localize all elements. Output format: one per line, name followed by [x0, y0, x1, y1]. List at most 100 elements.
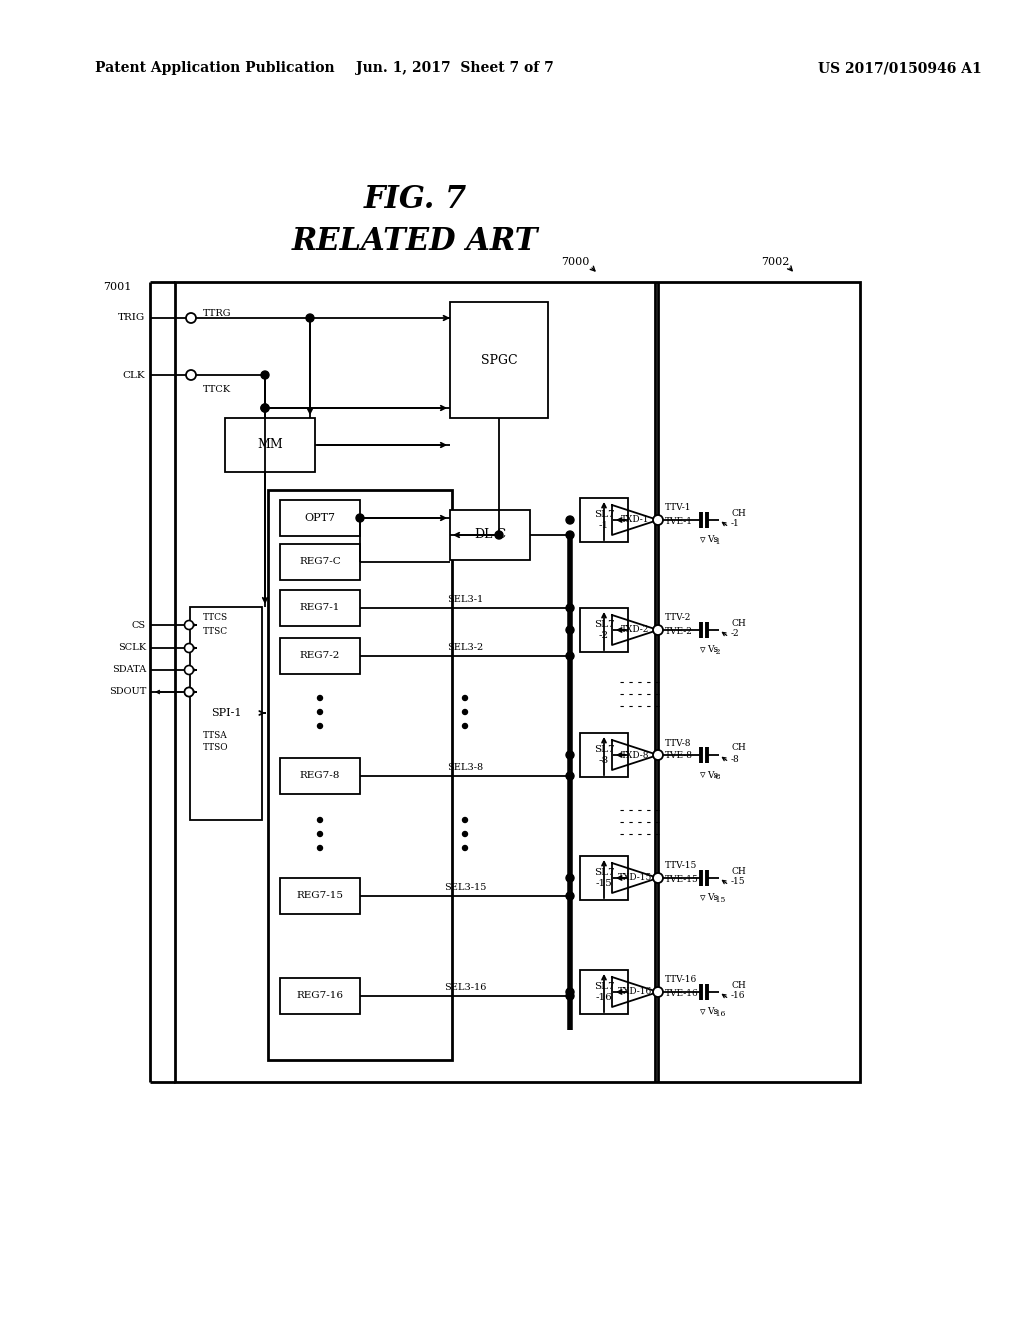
Circle shape — [261, 404, 269, 412]
Circle shape — [653, 515, 663, 525]
Text: TTV-16: TTV-16 — [665, 975, 697, 985]
Text: DL-C: DL-C — [474, 528, 506, 541]
Text: TVE-16: TVE-16 — [665, 989, 698, 998]
Text: TXD-1: TXD-1 — [621, 516, 649, 524]
Text: -8: -8 — [731, 755, 739, 763]
Text: CH: CH — [731, 866, 745, 875]
Circle shape — [463, 832, 468, 837]
Circle shape — [317, 723, 323, 729]
Circle shape — [463, 817, 468, 822]
Text: $\triangledown$: $\triangledown$ — [699, 645, 707, 655]
Text: TXD-2: TXD-2 — [621, 626, 649, 635]
Circle shape — [653, 987, 663, 997]
Text: US 2017/0150946 A1: US 2017/0150946 A1 — [818, 61, 982, 75]
Text: TRIG: TRIG — [118, 314, 145, 322]
Text: CH: CH — [731, 743, 745, 752]
Bar — [280, 878, 360, 913]
Bar — [580, 498, 628, 543]
Circle shape — [463, 846, 468, 850]
Circle shape — [566, 751, 574, 759]
Text: TVE-15: TVE-15 — [665, 874, 698, 883]
Text: MM: MM — [257, 438, 283, 451]
Circle shape — [306, 314, 314, 322]
Text: -15: -15 — [731, 878, 745, 887]
Text: SL7
-8: SL7 -8 — [594, 746, 614, 764]
Text: TVE-8: TVE-8 — [665, 751, 693, 760]
Circle shape — [463, 696, 468, 701]
Text: SPI-1: SPI-1 — [211, 708, 242, 718]
Text: Jun. 1, 2017  Sheet 7 of 7: Jun. 1, 2017 Sheet 7 of 7 — [356, 61, 554, 75]
Circle shape — [495, 531, 503, 539]
Text: CS: CS — [132, 620, 146, 630]
Circle shape — [463, 723, 468, 729]
Text: Vs: Vs — [707, 1007, 718, 1016]
Text: SL7
-15: SL7 -15 — [594, 869, 614, 887]
Text: TTRG: TTRG — [203, 309, 231, 318]
Text: CH: CH — [731, 981, 745, 990]
Text: $\triangledown$: $\triangledown$ — [699, 1007, 707, 1016]
Text: FIG. 7: FIG. 7 — [364, 185, 467, 215]
Text: $\triangledown$: $\triangledown$ — [699, 535, 707, 545]
Circle shape — [317, 696, 323, 701]
Text: -1: -1 — [714, 539, 722, 546]
Circle shape — [566, 772, 574, 780]
Circle shape — [317, 817, 323, 822]
Text: CH: CH — [731, 619, 745, 627]
Circle shape — [566, 516, 574, 524]
Text: TVE-1: TVE-1 — [665, 516, 693, 525]
Bar — [280, 758, 360, 795]
Text: TVE-2: TVE-2 — [665, 627, 693, 635]
Circle shape — [317, 832, 323, 837]
Text: TTV-15: TTV-15 — [665, 862, 697, 870]
Text: CH: CH — [731, 508, 745, 517]
Circle shape — [566, 531, 574, 539]
Text: REG7-15: REG7-15 — [297, 891, 343, 900]
Text: TXD-8: TXD-8 — [621, 751, 649, 759]
Circle shape — [463, 710, 468, 714]
Circle shape — [653, 750, 663, 760]
Circle shape — [317, 846, 323, 850]
Text: -2: -2 — [731, 630, 739, 639]
Text: Vs: Vs — [707, 536, 718, 544]
Text: SL7
-16: SL7 -16 — [594, 982, 614, 1002]
Circle shape — [184, 688, 194, 697]
Text: -15: -15 — [714, 896, 726, 904]
Circle shape — [184, 665, 194, 675]
Text: SEL3-8: SEL3-8 — [446, 763, 483, 771]
Circle shape — [186, 313, 196, 323]
Text: $\triangledown$: $\triangledown$ — [699, 894, 707, 903]
Text: TTSO: TTSO — [203, 743, 228, 752]
Circle shape — [356, 513, 364, 521]
Text: OPT7: OPT7 — [304, 513, 336, 523]
Text: TTCS: TTCS — [203, 614, 228, 623]
Text: SEL3-16: SEL3-16 — [443, 982, 486, 991]
Text: 7000: 7000 — [561, 257, 589, 267]
Text: REG7-2: REG7-2 — [300, 652, 340, 660]
Text: SPGC: SPGC — [480, 354, 517, 367]
Text: CLK: CLK — [123, 371, 145, 380]
Circle shape — [653, 624, 663, 635]
Text: REG7-C: REG7-C — [299, 557, 341, 566]
Circle shape — [653, 873, 663, 883]
Text: -1: -1 — [731, 520, 739, 528]
Text: TTV-2: TTV-2 — [665, 614, 691, 623]
Text: -16: -16 — [714, 1010, 726, 1018]
Text: SEL3-2: SEL3-2 — [446, 643, 483, 652]
Circle shape — [566, 874, 574, 882]
Bar — [450, 510, 530, 560]
Circle shape — [184, 688, 194, 697]
Circle shape — [566, 652, 574, 660]
Text: -8: -8 — [714, 774, 722, 781]
Text: Vs: Vs — [707, 645, 718, 655]
Bar — [450, 302, 548, 418]
Text: -16: -16 — [731, 991, 745, 1001]
Text: SCLK: SCLK — [118, 644, 146, 652]
Text: TTSC: TTSC — [203, 627, 228, 636]
Text: REG7-8: REG7-8 — [300, 771, 340, 780]
Bar — [280, 500, 360, 536]
Bar — [268, 490, 452, 1060]
Text: Vs: Vs — [707, 771, 718, 780]
Bar — [580, 855, 628, 900]
Text: SDATA: SDATA — [112, 665, 146, 675]
Text: Patent Application Publication: Patent Application Publication — [95, 61, 335, 75]
